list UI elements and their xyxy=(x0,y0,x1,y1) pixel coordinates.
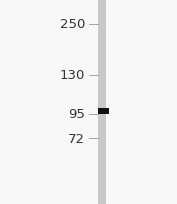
Text: 95: 95 xyxy=(68,108,85,121)
Text: 250: 250 xyxy=(60,18,85,31)
Bar xyxy=(98,108,109,114)
Bar xyxy=(98,0,106,204)
Text: 72: 72 xyxy=(68,132,85,145)
Text: 130: 130 xyxy=(60,69,85,82)
